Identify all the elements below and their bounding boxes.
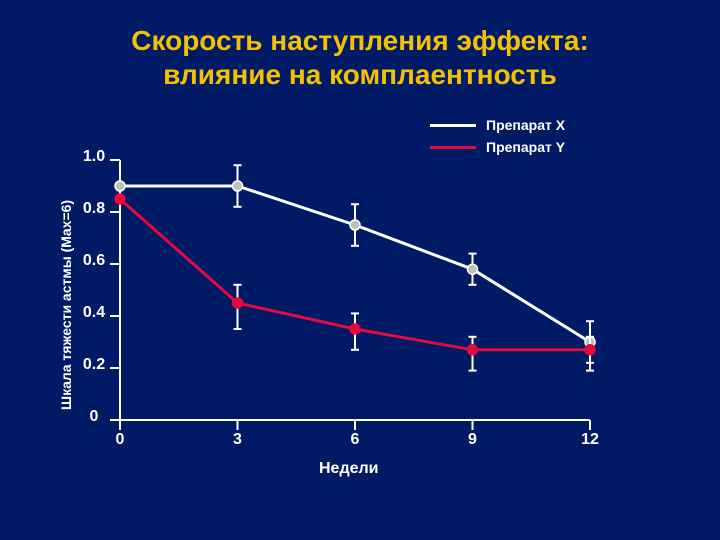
slide-title: Скорость наступления эффекта: влияние на… bbox=[0, 24, 720, 91]
y-tick-label: 0.4 bbox=[79, 305, 109, 322]
x-tick-label: 3 bbox=[228, 432, 248, 449]
data-marker bbox=[115, 194, 125, 204]
slide-root: Скорость наступления эффекта: влияние на… bbox=[0, 0, 720, 540]
data-marker bbox=[350, 220, 360, 230]
data-marker bbox=[233, 181, 243, 191]
y-tick-label: 0.8 bbox=[79, 201, 109, 218]
title-line-1: Скорость наступления эффекта: bbox=[0, 24, 720, 58]
y-axis-label: Шкала тяжести астмы (Max=6) bbox=[58, 200, 74, 410]
data-marker bbox=[115, 181, 125, 191]
y-tick-label: 0.6 bbox=[79, 253, 109, 270]
y-tick-label: 1.0 bbox=[79, 149, 109, 166]
legend-swatch bbox=[430, 124, 476, 127]
line-chart bbox=[100, 140, 610, 440]
data-marker bbox=[233, 298, 243, 308]
data-marker bbox=[350, 324, 360, 334]
data-marker bbox=[468, 345, 478, 355]
x-tick-label: 9 bbox=[463, 432, 483, 449]
x-tick-label: 0 bbox=[110, 432, 130, 449]
data-marker bbox=[468, 264, 478, 274]
x-tick-label: 12 bbox=[580, 432, 600, 449]
x-tick-label: 6 bbox=[345, 432, 365, 449]
y-tick-label: 0.2 bbox=[79, 357, 109, 374]
data-marker bbox=[585, 345, 595, 355]
y-tick-label: 0 bbox=[79, 409, 109, 426]
legend-item: Препарат X bbox=[430, 114, 565, 136]
legend-label: Препарат X bbox=[486, 117, 565, 133]
title-line-2: влияние на комплаентность bbox=[0, 58, 720, 92]
x-axis-label: Недели bbox=[319, 460, 379, 478]
